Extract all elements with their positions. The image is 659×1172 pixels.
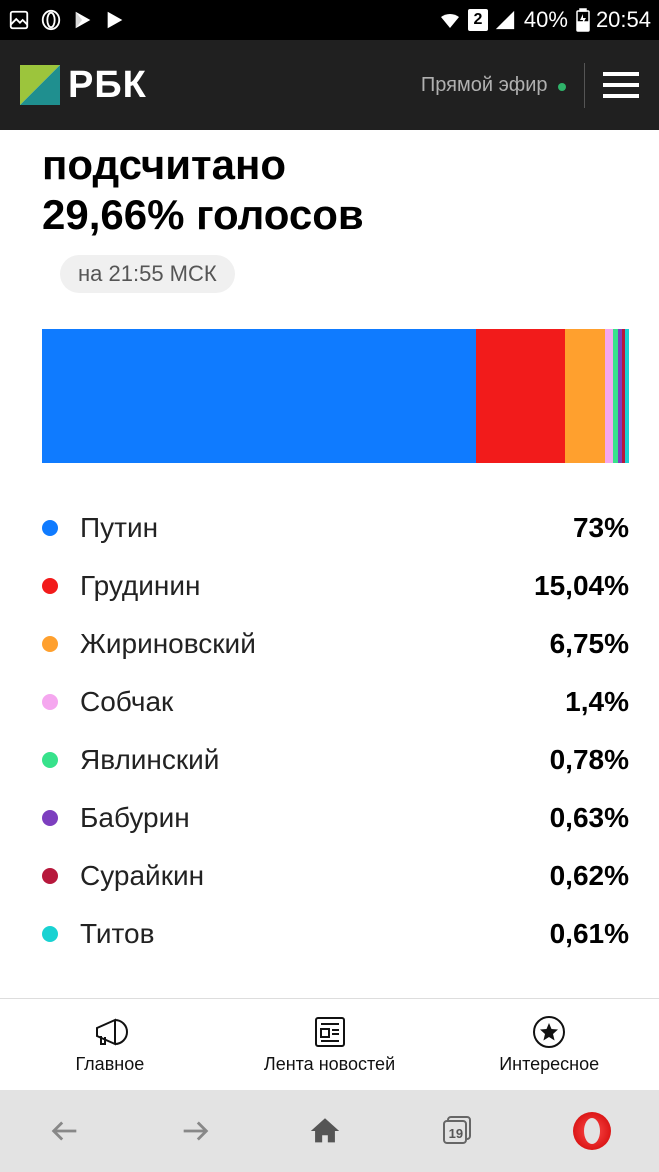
play-notif-icon (72, 9, 94, 31)
candidate-color-dot (42, 520, 58, 536)
candidate-row: Собчак 1,4% (42, 673, 629, 731)
tab-favorites[interactable]: Интересное (439, 999, 659, 1090)
android-status-bar: 2 40% 20:54 (0, 0, 659, 40)
candidate-list: Путин 73% Грудинин 15,04% Жириновский 6,75% Со… (42, 499, 629, 963)
tab-label: Лента новостей (264, 1054, 395, 1075)
candidate-name: Титов (80, 918, 154, 950)
live-label: Прямой эфир (421, 74, 548, 96)
candidate-pct: 15,04% (534, 570, 629, 602)
candidate-name: Бабурин (80, 802, 190, 834)
bar-segment (625, 329, 629, 463)
candidate-row: Сурайкин 0,62% (42, 847, 629, 905)
image-icon (8, 9, 30, 31)
header-divider (584, 63, 585, 108)
candidate-pct: 6,75% (550, 628, 629, 660)
wifi-icon (438, 8, 462, 32)
headline-line2: 29,66% голосов (42, 191, 364, 238)
candidate-name: Жириновский (80, 628, 256, 660)
candidate-pct: 0,61% (550, 918, 629, 950)
candidate-pct: 1,4% (565, 686, 629, 718)
candidate-pct: 0,78% (550, 744, 629, 776)
opera-menu-button[interactable] (573, 1112, 611, 1150)
browser-nav-bar: 19 (0, 1090, 659, 1172)
megaphone-icon (89, 1014, 131, 1050)
candidate-pct: 0,63% (550, 802, 629, 834)
play-notif-icon (104, 9, 126, 31)
brand-name: РБК (68, 64, 147, 107)
live-dot-icon (558, 83, 566, 91)
app-header: РБК Прямой эфир (0, 40, 659, 130)
candidate-color-dot (42, 868, 58, 884)
bar-segment (565, 329, 605, 463)
candidate-name: Явлинский (80, 744, 219, 776)
candidate-name: Путин (80, 512, 158, 544)
candidate-pct: 73% (573, 512, 629, 544)
bottom-tab-bar: Главное Лента новостей Интересное (0, 998, 659, 1090)
candidate-row: Жириновский 6,75% (42, 615, 629, 673)
clock: 20:54 (596, 7, 651, 33)
article-content: подсчитано 29,66% голосов на 21:55 МСК П… (0, 130, 659, 963)
tab-label: Главное (75, 1054, 144, 1075)
tab-label: Интересное (499, 1054, 599, 1075)
timestamp-pill: на 21:55 МСК (60, 255, 235, 293)
candidate-row: Бабурин 0,63% (42, 789, 629, 847)
live-button[interactable]: Прямой эфир (421, 74, 566, 97)
battery-pct: 40% (524, 7, 568, 33)
candidate-row: Явлинский 0,78% (42, 731, 629, 789)
brand-logo[interactable]: РБК (20, 64, 147, 107)
candidate-color-dot (42, 636, 58, 652)
back-button[interactable] (48, 1114, 82, 1148)
candidate-pct: 0,62% (550, 860, 629, 892)
menu-button[interactable] (603, 72, 639, 98)
candidate-name: Сурайкин (80, 860, 204, 892)
results-bar-chart (42, 329, 629, 463)
candidate-name: Собчак (80, 686, 173, 718)
opera-notif-icon (40, 9, 62, 31)
headline-line1: подсчитано (42, 141, 286, 188)
candidate-row: Титов 0,61% (42, 905, 629, 963)
candidate-color-dot (42, 926, 58, 942)
candidate-color-dot (42, 694, 58, 710)
tab-feed[interactable]: Лента новостей (220, 999, 440, 1090)
candidate-row: Грудинин 15,04% (42, 557, 629, 615)
home-button[interactable] (308, 1114, 342, 1148)
star-circle-icon (531, 1014, 567, 1050)
bar-segment (42, 329, 476, 463)
signal-icon (494, 9, 516, 31)
bar-segment (605, 329, 613, 463)
sim-icon: 2 (468, 9, 488, 31)
battery-icon (576, 8, 590, 32)
candidate-name: Грудинин (80, 570, 200, 602)
newspaper-icon (312, 1014, 348, 1050)
candidate-color-dot (42, 752, 58, 768)
rbc-logo-icon (20, 65, 60, 105)
opera-icon (573, 1112, 611, 1150)
candidate-color-dot (42, 578, 58, 594)
tab-main[interactable]: Главное (0, 999, 220, 1090)
candidate-color-dot (42, 810, 58, 826)
tabs-button[interactable]: 19 (439, 1112, 477, 1150)
forward-button[interactable] (178, 1114, 212, 1148)
headline: подсчитано 29,66% голосов (42, 140, 629, 239)
candidate-row: Путин 73% (42, 499, 629, 557)
tab-count: 19 (449, 1126, 463, 1141)
bar-segment (476, 329, 565, 463)
